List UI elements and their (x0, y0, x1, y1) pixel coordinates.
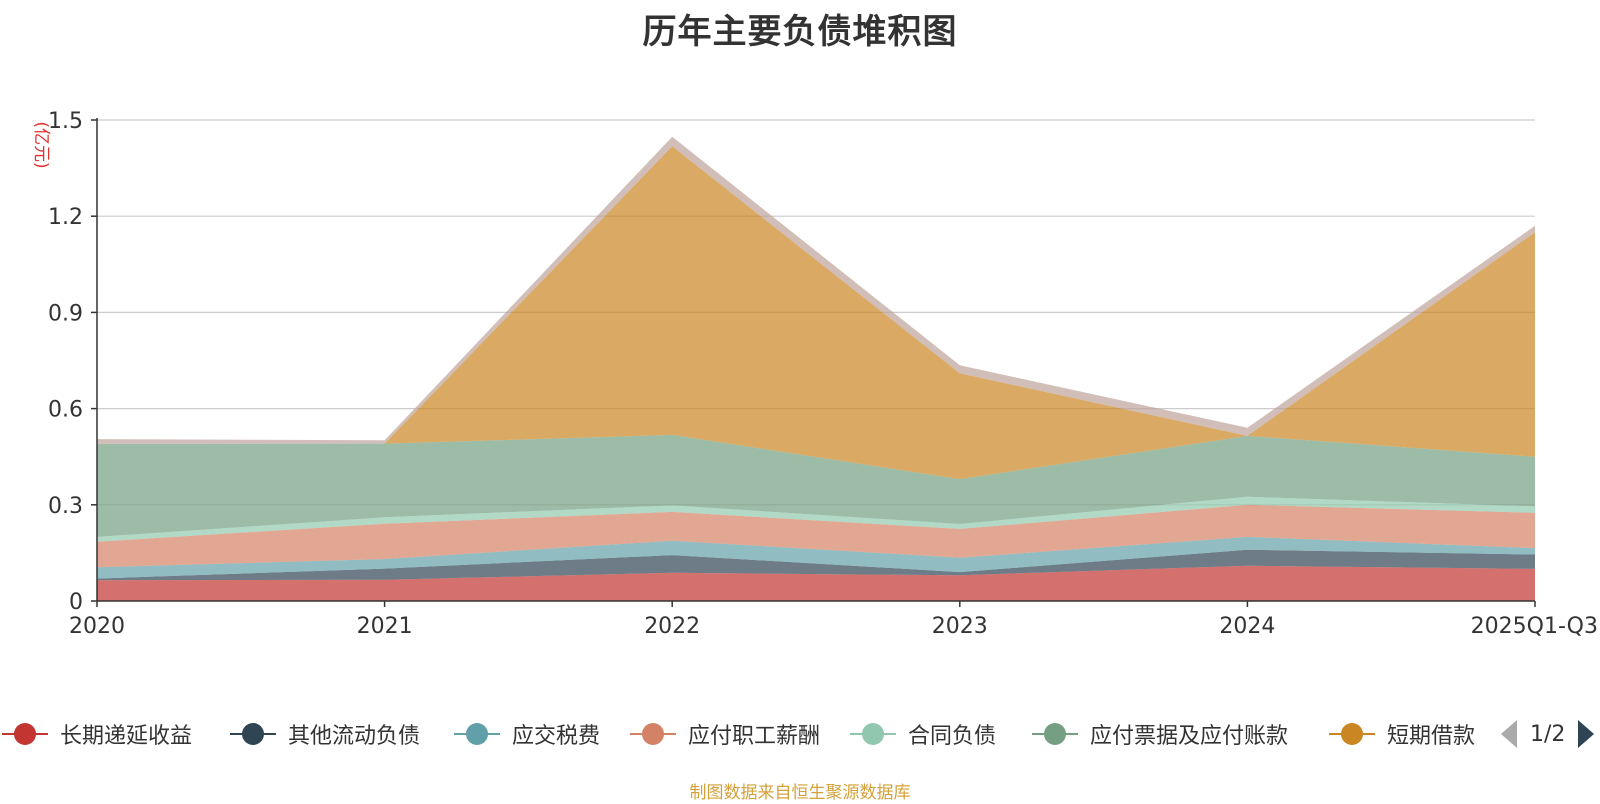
area-series-4 (97, 504, 1535, 568)
legend-item[interactable]: 长期递延收益 (0, 714, 192, 754)
legend-item[interactable]: 应付票据及应付账款 (1030, 714, 1288, 754)
legend-marker-icon (2, 723, 48, 745)
legend-marker-icon (630, 723, 676, 745)
x-tick-label: 2023 (932, 614, 988, 639)
legend-label: 长期递延收益 (60, 724, 193, 749)
data-source-note: 制图数据来自恒生聚源数据库 (689, 783, 911, 803)
legend-marker-icon (454, 723, 500, 745)
area-series-7 (97, 146, 1535, 480)
legend-next-page-icon[interactable] (1577, 719, 1595, 749)
area-series-1 (97, 565, 1535, 601)
area-series-3 (97, 536, 1535, 579)
area-series-5 (97, 496, 1535, 542)
legend-label: 应付职工薪酬 (688, 724, 821, 749)
legend-item[interactable]: 合同负债 (848, 714, 996, 754)
legend-label: 合同负债 (908, 724, 997, 749)
area-series-2 (97, 549, 1535, 581)
legend-marker-icon (230, 723, 276, 745)
legend-label: 应付票据及应付账款 (1090, 724, 1289, 749)
y-tick-label: 0.9 (48, 301, 83, 326)
y-tick-label: 1.5 (48, 109, 83, 134)
y-axis-label: (亿元) (31, 121, 51, 168)
x-tick-label: 2021 (357, 614, 413, 639)
legend-marker-icon (1329, 723, 1375, 745)
y-tick-label: 1.2 (48, 205, 83, 230)
legend-page-indicator: 1/2 (1530, 721, 1566, 747)
legend-marker-icon (850, 723, 896, 745)
y-tick-label: 0.3 (48, 494, 83, 519)
x-tick-label: 2022 (644, 614, 700, 639)
legend-marker-icon (1032, 723, 1078, 745)
axis-layer: 0 0.3 0.6 0.9 1.2 1.5 2020 2021 2022 2023 2024 2025… (48, 109, 1598, 639)
legend-item[interactable]: 其他流动负债 (228, 714, 420, 754)
legend-item[interactable]: 应交税费 (452, 714, 600, 754)
legend-item[interactable]: 应付职工薪酬 (628, 714, 820, 754)
legend-label: 应交税费 (512, 724, 601, 749)
legend: 长期递延收益 其他流动负债 应交税费 应付职工薪酬 合同负债 应付票据及应付账款 短期借款 (0, 714, 1600, 754)
x-tick-label: 2020 (69, 614, 125, 639)
legend-prev-page-icon[interactable] (1500, 719, 1518, 749)
chart-title: 历年主要负债堆积图 (642, 12, 958, 52)
area-layer (97, 136, 1535, 601)
area-series-6 (97, 434, 1535, 537)
y-tick-label: 0.6 (48, 398, 83, 423)
legend-item[interactable]: 短期借款 (1327, 714, 1475, 754)
x-tick-label: 2024 (1219, 614, 1275, 639)
x-tick-label: 2025Q1-Q3 (1471, 614, 1598, 639)
y-tick-label: 0 (69, 590, 83, 615)
legend-label: 短期借款 (1387, 724, 1476, 749)
legend-pager: 1/2 (1500, 714, 1595, 754)
area-series-8 (97, 136, 1535, 444)
legend-label: 其他流动负债 (288, 724, 421, 749)
